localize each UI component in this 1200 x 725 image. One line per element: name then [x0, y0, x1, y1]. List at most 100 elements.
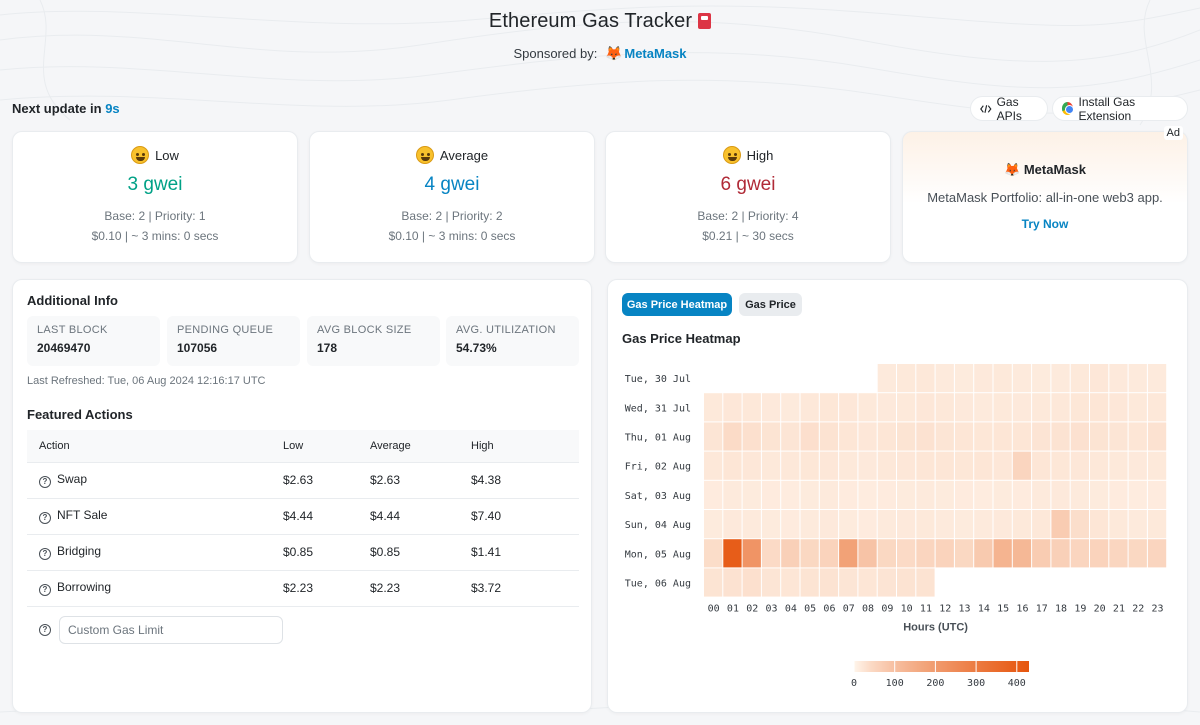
heatmap-cell[interactable]	[761, 568, 781, 597]
heatmap-cell[interactable]	[1070, 539, 1089, 568]
heatmap-cell[interactable]	[1109, 364, 1128, 393]
heatmap-cell[interactable]	[916, 510, 935, 539]
question-circle-icon[interactable]: ?	[39, 548, 51, 560]
heatmap-cell[interactable]	[935, 510, 954, 539]
heatmap-cell[interactable]	[1109, 539, 1128, 568]
heatmap-cell[interactable]	[1051, 510, 1070, 539]
heatmap-cell[interactable]	[993, 364, 1012, 393]
heatmap-cell[interactable]	[935, 451, 954, 480]
heatmap-cell[interactable]	[1051, 539, 1070, 568]
heatmap-cell[interactable]	[839, 451, 858, 480]
heatmap-cell[interactable]	[723, 393, 742, 422]
heatmap-cell[interactable]	[819, 393, 839, 422]
heatmap-cell[interactable]	[1032, 539, 1051, 568]
heatmap-cell[interactable]	[781, 510, 800, 539]
heatmap-cell[interactable]	[781, 539, 800, 568]
heatmap-cell[interactable]	[704, 539, 723, 568]
heatmap-cell[interactable]	[761, 539, 781, 568]
heatmap-cell[interactable]	[800, 451, 819, 480]
heatmap-cell[interactable]	[819, 480, 839, 509]
heatmap-cell[interactable]	[800, 568, 819, 597]
heatmap-cell[interactable]	[781, 422, 800, 451]
heatmap-cell[interactable]	[935, 422, 954, 451]
heatmap-cell[interactable]	[1012, 480, 1032, 509]
try-now-link[interactable]: Try Now	[1021, 217, 1069, 231]
heatmap-cell[interactable]	[781, 451, 800, 480]
heatmap-cell[interactable]	[993, 539, 1012, 568]
heatmap-cell[interactable]	[819, 510, 839, 539]
heatmap-cell[interactable]	[897, 539, 916, 568]
heatmap-cell[interactable]	[954, 422, 974, 451]
heatmap-cell[interactable]	[839, 510, 858, 539]
heatmap-cell[interactable]	[1128, 510, 1147, 539]
heatmap-cell[interactable]	[974, 539, 993, 568]
heatmap-cell[interactable]	[1070, 451, 1089, 480]
heatmap-cell[interactable]	[1012, 451, 1032, 480]
question-circle-icon[interactable]: ?	[39, 584, 51, 596]
heatmap-cell[interactable]	[954, 480, 974, 509]
heatmap-cell[interactable]	[954, 393, 974, 422]
heatmap-cell[interactable]	[877, 480, 896, 509]
heatmap-cell[interactable]	[858, 568, 877, 597]
heatmap-cell[interactable]	[800, 393, 819, 422]
heatmap-cell[interactable]	[974, 451, 993, 480]
heatmap-cell[interactable]	[704, 510, 723, 539]
heatmap-cell[interactable]	[781, 568, 800, 597]
heatmap-cell[interactable]	[1128, 451, 1147, 480]
heatmap-cell[interactable]	[839, 480, 858, 509]
heatmap-cell[interactable]	[954, 364, 974, 393]
heatmap-cell[interactable]	[1051, 364, 1070, 393]
heatmap-cell[interactable]	[877, 364, 896, 393]
heatmap-cell[interactable]	[742, 393, 761, 422]
heatmap-cell[interactable]	[1051, 393, 1070, 422]
heatmap-cell[interactable]	[1032, 451, 1051, 480]
heatmap-cell[interactable]	[723, 480, 742, 509]
heatmap-cell[interactable]	[974, 510, 993, 539]
heatmap-cell[interactable]	[858, 422, 877, 451]
heatmap-cell[interactable]	[974, 393, 993, 422]
heatmap-cell[interactable]	[742, 539, 761, 568]
heatmap-cell[interactable]	[858, 451, 877, 480]
heatmap-cell[interactable]	[877, 568, 896, 597]
heatmap-cell[interactable]	[1070, 480, 1089, 509]
heatmap-cell[interactable]	[993, 422, 1012, 451]
heatmap-cell[interactable]	[742, 451, 761, 480]
tab-gas-price-heatmap[interactable]: Gas Price Heatmap	[622, 293, 732, 316]
heatmap-cell[interactable]	[877, 510, 896, 539]
heatmap-cell[interactable]	[1032, 510, 1051, 539]
heatmap-cell[interactable]	[800, 480, 819, 509]
heatmap-cell[interactable]	[742, 480, 761, 509]
heatmap-cell[interactable]	[877, 393, 896, 422]
heatmap-cell[interactable]	[1070, 364, 1089, 393]
heatmap-cell[interactable]	[1051, 480, 1070, 509]
heatmap-cell[interactable]	[974, 480, 993, 509]
heatmap-cell[interactable]	[742, 568, 761, 597]
heatmap-cell[interactable]	[954, 451, 974, 480]
heatmap-cell[interactable]	[1109, 422, 1128, 451]
custom-gas-limit-input[interactable]	[59, 616, 283, 644]
heatmap-cell[interactable]	[1090, 422, 1109, 451]
heatmap-cell[interactable]	[1128, 422, 1147, 451]
heatmap-cell[interactable]	[1012, 510, 1032, 539]
heatmap-cell[interactable]	[858, 393, 877, 422]
heatmap-cell[interactable]	[1147, 539, 1167, 568]
heatmap-cell[interactable]	[916, 451, 935, 480]
heatmap-cell[interactable]	[742, 510, 761, 539]
heatmap-cell[interactable]	[1032, 393, 1051, 422]
heatmap-cell[interactable]	[1012, 422, 1032, 451]
heatmap-cell[interactable]	[858, 510, 877, 539]
heatmap-cell[interactable]	[819, 539, 839, 568]
heatmap-cell[interactable]	[993, 480, 1012, 509]
heatmap-cell[interactable]	[819, 422, 839, 451]
heatmap-cell[interactable]	[761, 510, 781, 539]
question-circle-icon[interactable]: ?	[39, 624, 51, 636]
heatmap-cell[interactable]	[1051, 451, 1070, 480]
heatmap-cell[interactable]	[974, 422, 993, 451]
heatmap-cell[interactable]	[954, 510, 974, 539]
heatmap-cell[interactable]	[993, 451, 1012, 480]
heatmap-cell[interactable]	[916, 568, 935, 597]
heatmap-cell[interactable]	[839, 539, 858, 568]
heatmap-cell[interactable]	[742, 422, 761, 451]
heatmap-cell[interactable]	[704, 422, 723, 451]
heatmap-cell[interactable]	[1109, 393, 1128, 422]
